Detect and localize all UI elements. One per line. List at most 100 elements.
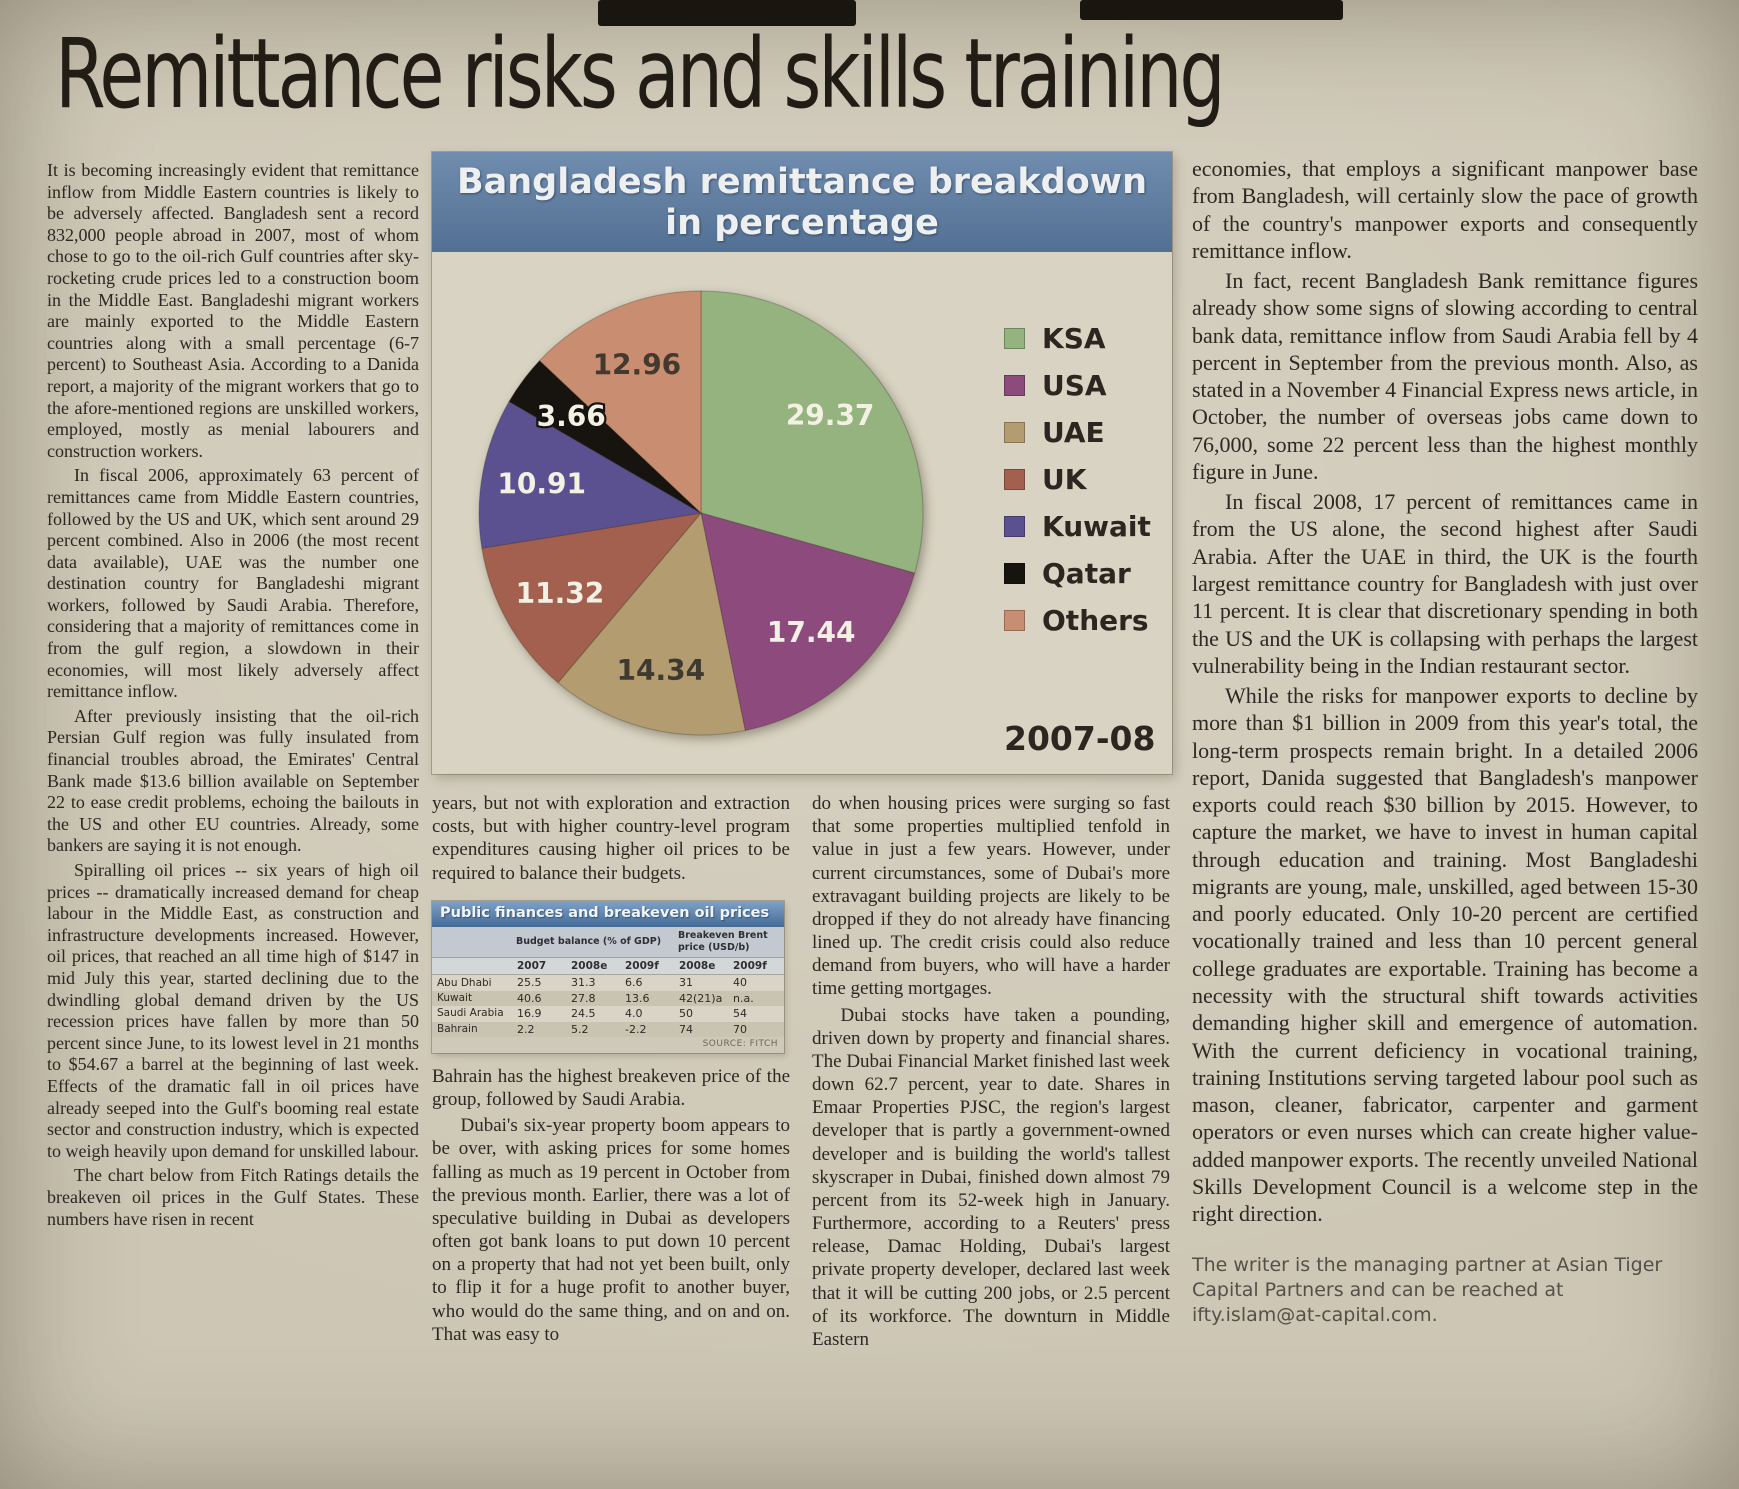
- table-cell: 24.5: [571, 1007, 596, 1021]
- paragraph: Dubai stocks have taken a pounding, driv…: [812, 1004, 1170, 1350]
- chart-header: Bangladesh remittance breakdown in perce…: [432, 152, 1172, 252]
- paragraph: economies, that employs a significant ma…: [1192, 156, 1698, 263]
- chart-title-line-2: in percentage: [665, 203, 939, 244]
- pie-label: 12.96: [593, 348, 682, 381]
- paragraph: Spiralling oil prices -- six years of hi…: [47, 860, 419, 1161]
- legend-item: Kuwait: [1004, 510, 1151, 543]
- table-column-header: 2009f: [730, 957, 784, 976]
- legend-label: Others: [1042, 604, 1149, 637]
- table-cell: 4.0: [625, 1007, 643, 1021]
- paragraph: In fiscal 2006, approximately 63 percent…: [47, 465, 419, 702]
- table-row-label: Kuwait: [437, 992, 473, 1005]
- pie-slice-kuwait: [478, 400, 703, 549]
- table-cell: 2.2: [517, 1022, 535, 1036]
- legend-swatch: [1004, 375, 1025, 396]
- table-title: Public finances and breakeven oil prices: [432, 901, 784, 928]
- table-column-header: 2008e: [676, 957, 730, 976]
- pie-label: 3.66: [537, 400, 606, 433]
- column-4: economies, that employs a significant ma…: [1192, 155, 1698, 1327]
- table-cell: 31.3: [571, 976, 596, 990]
- table-cell: 74: [679, 1022, 693, 1036]
- pie-label: 17.44: [767, 616, 856, 649]
- column-2-bottom: Bahrain has the highest breakeven price …: [432, 1065, 790, 1346]
- pie-slice-qatar: [508, 359, 702, 514]
- table-cell: 50: [679, 1007, 693, 1021]
- column-1: It is becoming increasingly evident that…: [47, 160, 419, 1233]
- table-group-row: Budget balance (% of GDP) Breakeven Brent…: [432, 927, 784, 958]
- table-cell: 70: [733, 1022, 747, 1036]
- table-cell: 54: [733, 1007, 747, 1021]
- table-head: Budget balance (% of GDP) Breakeven Brent…: [432, 927, 784, 976]
- legend-item: KSA: [1004, 322, 1151, 355]
- column-2-top: years, but not with exploration and extr…: [432, 792, 790, 885]
- table-row-label: Saudi Arabia: [437, 1007, 504, 1020]
- legend-swatch: [1004, 610, 1025, 631]
- table-row-label: Abu Dhabi: [437, 976, 492, 989]
- chart-legend: KSA USA UAE UK Kuwait Qatar Others: [1004, 322, 1151, 653]
- legend-label: Qatar: [1042, 557, 1131, 590]
- table-column-header: 2007: [514, 957, 568, 976]
- table-cell: 16.9: [517, 1007, 542, 1021]
- pie-slice-uk: [481, 512, 703, 684]
- pie-label: 29.37: [786, 399, 875, 432]
- pie-label: 10.91: [497, 467, 586, 500]
- legend-item: UK: [1004, 463, 1151, 496]
- paragraph: While the risks for manpower exports to …: [1192, 683, 1698, 1227]
- table-cell: 40.6: [517, 991, 542, 1005]
- remittance-chart: Bangladesh remittance breakdown in perce…: [432, 152, 1172, 774]
- column-4-text: economies, that employs a significant ma…: [1192, 155, 1698, 1227]
- paragraph: years, but not with exploration and extr…: [432, 793, 790, 884]
- table-year-row: 2007 2008e 2009f 2008e 2009f: [432, 957, 784, 976]
- public-finances-table: Public finances and breakeven oil prices…: [432, 901, 784, 1053]
- paragraph: The chart below from Fitch Ratings detai…: [47, 1165, 419, 1229]
- table-row: Bahrain 2.2 5.2 -2.2 74 70: [432, 1021, 784, 1037]
- legend-item: Qatar: [1004, 557, 1151, 590]
- column-2: years, but not with exploration and extr…: [432, 792, 790, 1349]
- legend-item: Others: [1004, 604, 1151, 637]
- table-cell: 40: [733, 976, 747, 990]
- pie-slice-ksa: [700, 290, 924, 574]
- table-cell: 5.2: [571, 1022, 589, 1036]
- legend-swatch: [1004, 469, 1025, 490]
- column-3: do when housing prices were surging so f…: [812, 792, 1170, 1354]
- headline: Remittance risks and skills training: [55, 18, 1226, 130]
- pie-label: 11.32: [516, 577, 605, 610]
- pie-chart-svg: 29.37 17.44 14.34 11.32 10.91 3.66 12.96: [478, 290, 924, 736]
- pie-slice-others: [538, 290, 702, 515]
- table-body: Abu Dhabi 25.5 31.3 6.6 31 40 Kuwait 40.6 27.8 13…: [432, 974, 784, 1037]
- pie-label: 14.34: [617, 654, 706, 687]
- table-row: Kuwait 40.6 27.8 13.6 42(21)a n.a.: [432, 990, 784, 1007]
- masthead-fragment: [598, 0, 856, 26]
- table-cell: 27.8: [571, 991, 596, 1005]
- table-cell: n.a.: [733, 991, 754, 1005]
- paragraph: It is becoming increasingly evident that…: [47, 160, 419, 461]
- table-column-header: 2009f: [622, 957, 676, 976]
- table-cell: -2.2: [625, 1022, 647, 1036]
- source-label: SOURCE: FITCH: [432, 1036, 784, 1053]
- table-column-header: 2008e: [568, 957, 622, 976]
- legend-label: Kuwait: [1042, 510, 1151, 543]
- table-cell: 42(21)a: [679, 991, 723, 1005]
- pie-slice-usa: [700, 512, 916, 732]
- paragraph: Dubai's six-year property boom appears t…: [432, 1115, 790, 1345]
- legend-label: KSA: [1042, 322, 1106, 355]
- paragraph: In fact, recent Bangladesh Bank remittan…: [1192, 268, 1698, 484]
- legend-item: UAE: [1004, 416, 1151, 449]
- legend-item: USA: [1004, 369, 1151, 402]
- finances-table: Budget balance (% of GDP) Breakeven Brent…: [432, 927, 784, 1037]
- paragraph: In fiscal 2008, 17 percent of remittance…: [1192, 489, 1698, 678]
- table-corner: [432, 927, 514, 958]
- paragraph: Bahrain has the highest breakeven price …: [432, 1065, 790, 1111]
- pie-slice-uae: [557, 511, 746, 736]
- legend-label: UAE: [1042, 416, 1105, 449]
- table-column-header: [432, 957, 514, 976]
- paragraph: do when housing prices were surging so f…: [812, 793, 1170, 1000]
- paragraph: After previously insisting that the oil-…: [47, 705, 419, 856]
- table-group-header: Budget balance (% of GDP): [514, 927, 676, 958]
- chart-title-line-1: Bangladesh remittance breakdown: [456, 162, 1148, 202]
- legend-label: UK: [1042, 463, 1087, 496]
- table-row-label: Bahrain: [437, 1022, 478, 1035]
- legend-swatch: [1004, 328, 1025, 349]
- table-row: Abu Dhabi 25.5 31.3 6.6 31 40: [432, 974, 784, 991]
